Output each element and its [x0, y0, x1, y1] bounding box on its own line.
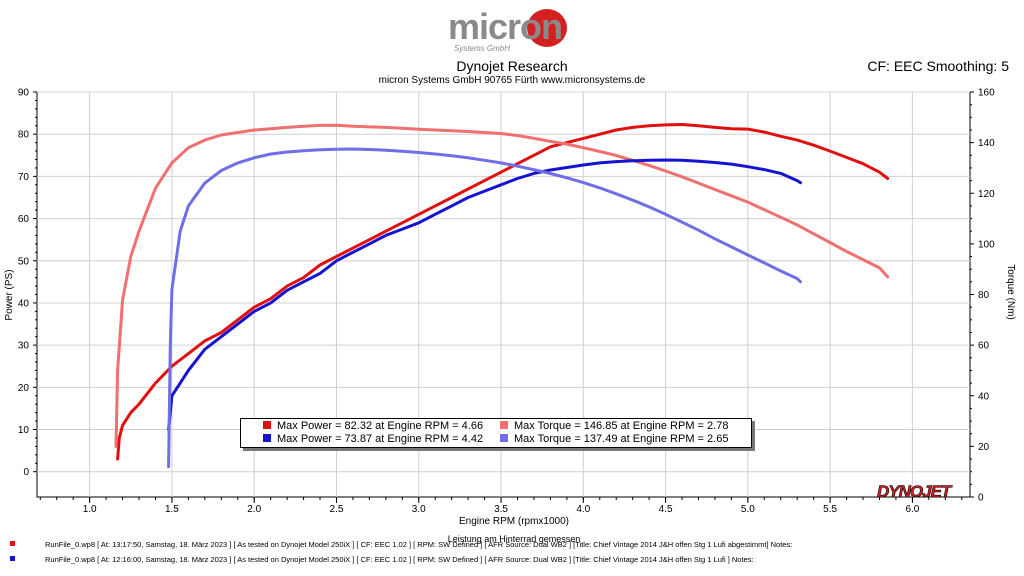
y-tick-label: 50	[18, 256, 30, 267]
correction-label: CF: EEC Smoothing: 5	[867, 58, 1009, 74]
y-tick-label: 0	[23, 467, 29, 478]
legend-label: Max Torque = 137.49 at Engine RPM = 2.65	[514, 433, 729, 445]
y2-tick-label: 120	[978, 189, 995, 200]
x-tick-label: 5.0	[741, 504, 755, 515]
y2-tick-label: 0	[978, 493, 984, 504]
legend-swatch	[263, 434, 271, 442]
legend-item: Max Power = 73.87 at Engine RPM = 4.42	[263, 433, 483, 445]
legend-swatch	[500, 421, 508, 429]
series-group	[114, 123, 890, 469]
legend: Max Power = 82.32 at Engine RPM = 4.66 M…	[240, 418, 752, 448]
y2-tick-label: 40	[978, 391, 990, 402]
series-line-4	[167, 147, 802, 469]
logo-subtext: Systems GmbH	[454, 44, 510, 53]
y-tick-label: 10	[18, 425, 30, 436]
y2-tick-label: 140	[978, 138, 995, 149]
y-tick-label: 90	[18, 88, 30, 99]
y-tick-label: 70	[18, 172, 30, 183]
series-line-2	[114, 123, 890, 448]
y2-axis-label: Torque (Nm)	[1005, 264, 1016, 320]
x-tick-label: 3.5	[494, 504, 508, 515]
y2-tick-label: 20	[978, 442, 990, 453]
page-subtitle: micron Systems GmbH 90765 Fürth www.micr…	[378, 75, 646, 86]
dynojet-logo: DYNOJET	[877, 482, 953, 501]
x-axis-sublabel: Leistung am Hinterrad gemessen	[448, 534, 581, 544]
legend-swatch	[500, 434, 508, 442]
micron-logo: micron Systems GmbH	[448, 6, 567, 53]
x-tick-label: 2.0	[247, 504, 261, 515]
legend-item: Max Torque = 146.85 at Engine RPM = 2.78	[500, 420, 728, 432]
legend-item: Max Torque = 137.49 at Engine RPM = 2.65	[500, 433, 728, 445]
y-tick-label: 30	[18, 341, 30, 352]
legend-swatch	[263, 421, 271, 429]
footer-text: RunFile_0.wp8 [ At: 13:17:50, Samstag, 1…	[45, 540, 793, 549]
footer-text: RunFile_0.wp8 [ At: 12:16:00, Samstag, 1…	[45, 555, 754, 564]
series-line-1	[116, 123, 890, 461]
x-tick-label: 5.5	[823, 504, 837, 515]
x-tick-label: 1.5	[165, 504, 179, 515]
series-line-3	[167, 158, 802, 431]
y2-tick-label: 80	[978, 290, 990, 301]
x-tick-label: 4.5	[659, 504, 673, 515]
ticks: 0 10 20 30 40 50 60 70 80 90 1.0 1.5 2.0 2.5 3.0 3.5 4.0…	[18, 88, 995, 516]
y-tick-label: 40	[18, 298, 30, 309]
y-tick-label: 80	[18, 130, 30, 141]
x-tick-label: 1.0	[83, 504, 97, 515]
page-title: Dynojet Research	[456, 58, 568, 74]
legend-item: Max Power = 82.32 at Engine RPM = 4.66	[263, 420, 483, 432]
footer-marker	[10, 556, 15, 561]
legend-label: Max Torque = 146.85 at Engine RPM = 2.78	[514, 420, 729, 432]
x-tick-label: 2.5	[330, 504, 344, 515]
y-tick-label: 60	[18, 214, 30, 225]
legend-label: Max Power = 73.87 at Engine RPM = 4.42	[277, 433, 484, 445]
footer-marker	[10, 541, 15, 546]
x-tick-label: 4.0	[576, 504, 590, 515]
x-tick-label: 3.0	[412, 504, 426, 515]
y-tick-label: 20	[18, 383, 30, 394]
y2-tick-label: 100	[978, 239, 995, 250]
y-axis-label: Power (PS)	[4, 269, 15, 320]
x-tick-label: 6.0	[905, 504, 919, 515]
y2-tick-label: 60	[978, 341, 990, 352]
x-axis-label: Engine RPM (rpmx1000)	[459, 516, 569, 527]
y2-tick-label: 160	[978, 88, 995, 99]
legend-label: Max Power = 82.32 at Engine RPM = 4.66	[277, 420, 484, 432]
logo-text: micron	[448, 6, 562, 47]
